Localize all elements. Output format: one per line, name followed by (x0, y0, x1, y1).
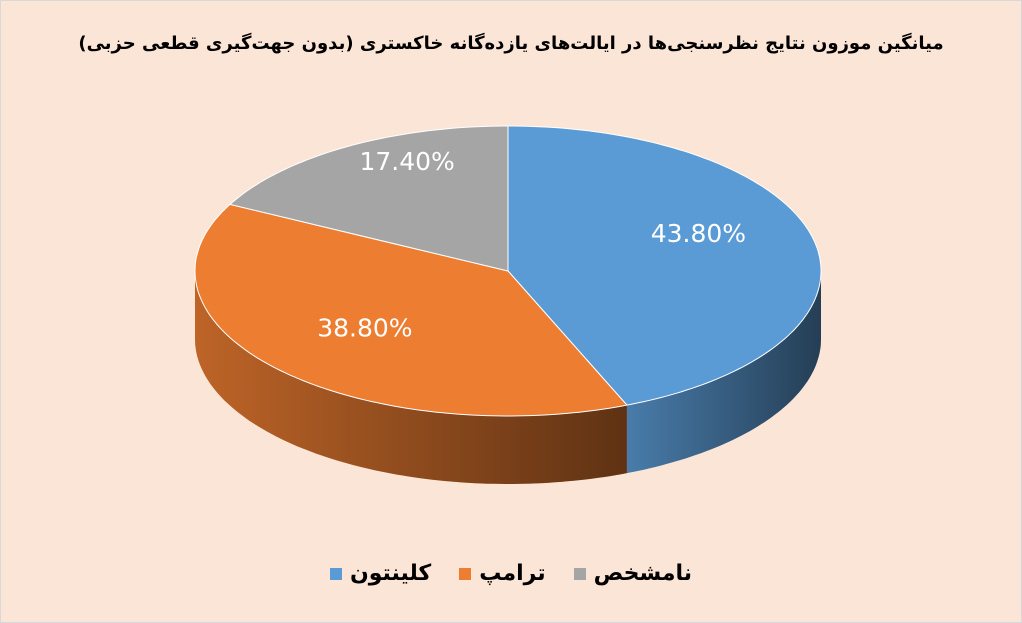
slice (228, 125, 509, 272)
legend-label: کلینتون (349, 561, 432, 586)
slice (507, 125, 822, 474)
legend-item: نامشخص (573, 561, 693, 586)
legend-swatch (459, 567, 472, 580)
legend-swatch (573, 567, 586, 580)
slice-side-shade (195, 271, 627, 484)
legend-label: نامشخص (593, 561, 693, 586)
slice-side-shade (626, 271, 821, 474)
slice-top (228, 125, 509, 272)
legend: کلینتون ترامپ نامشخص (1, 561, 1021, 586)
slice-top (194, 203, 628, 417)
data-label: 38.80% (317, 313, 412, 342)
legend-label: ترامپ (479, 561, 546, 586)
data-label: 43.80% (651, 219, 746, 248)
legend-item: ترامپ (459, 561, 546, 586)
chart-title: میانگین موزون نتایج نظرسنجی‌ها در ایالت‌… (78, 32, 943, 54)
data-label: 17.40% (359, 147, 454, 176)
legend-swatch (329, 567, 342, 580)
legend-item: کلینتون (329, 561, 432, 586)
slice (194, 203, 628, 484)
slice-top (507, 125, 822, 406)
